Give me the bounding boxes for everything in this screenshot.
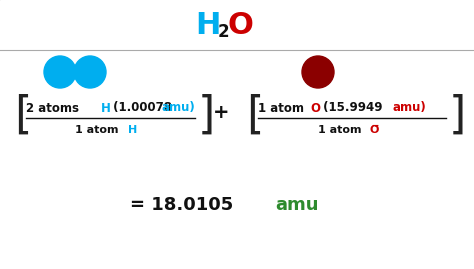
Text: O: O bbox=[310, 101, 320, 115]
Text: amu): amu) bbox=[162, 101, 196, 115]
Circle shape bbox=[302, 56, 334, 88]
Text: 2 atoms: 2 atoms bbox=[26, 101, 83, 115]
Text: O̅: O̅ bbox=[370, 125, 379, 135]
Circle shape bbox=[44, 56, 76, 88]
Text: 1 atom: 1 atom bbox=[75, 125, 122, 135]
Circle shape bbox=[74, 56, 106, 88]
Text: H: H bbox=[128, 125, 137, 135]
Text: +: + bbox=[213, 104, 229, 122]
Text: (15.9949: (15.9949 bbox=[319, 101, 383, 115]
Text: = 18.0105: = 18.0105 bbox=[130, 196, 239, 214]
Text: 1 atom: 1 atom bbox=[318, 125, 365, 135]
Text: (1.00078: (1.00078 bbox=[109, 101, 172, 115]
Text: ]: ] bbox=[449, 94, 466, 136]
Text: H: H bbox=[101, 101, 111, 115]
Text: amu: amu bbox=[275, 196, 319, 214]
Text: ]: ] bbox=[198, 94, 215, 136]
Text: 1 atom: 1 atom bbox=[258, 101, 308, 115]
Text: 2: 2 bbox=[218, 23, 229, 41]
Text: [: [ bbox=[14, 94, 31, 136]
Text: O: O bbox=[228, 12, 254, 41]
Text: [: [ bbox=[246, 94, 264, 136]
Text: amu): amu) bbox=[393, 101, 427, 115]
Text: H: H bbox=[195, 12, 220, 41]
